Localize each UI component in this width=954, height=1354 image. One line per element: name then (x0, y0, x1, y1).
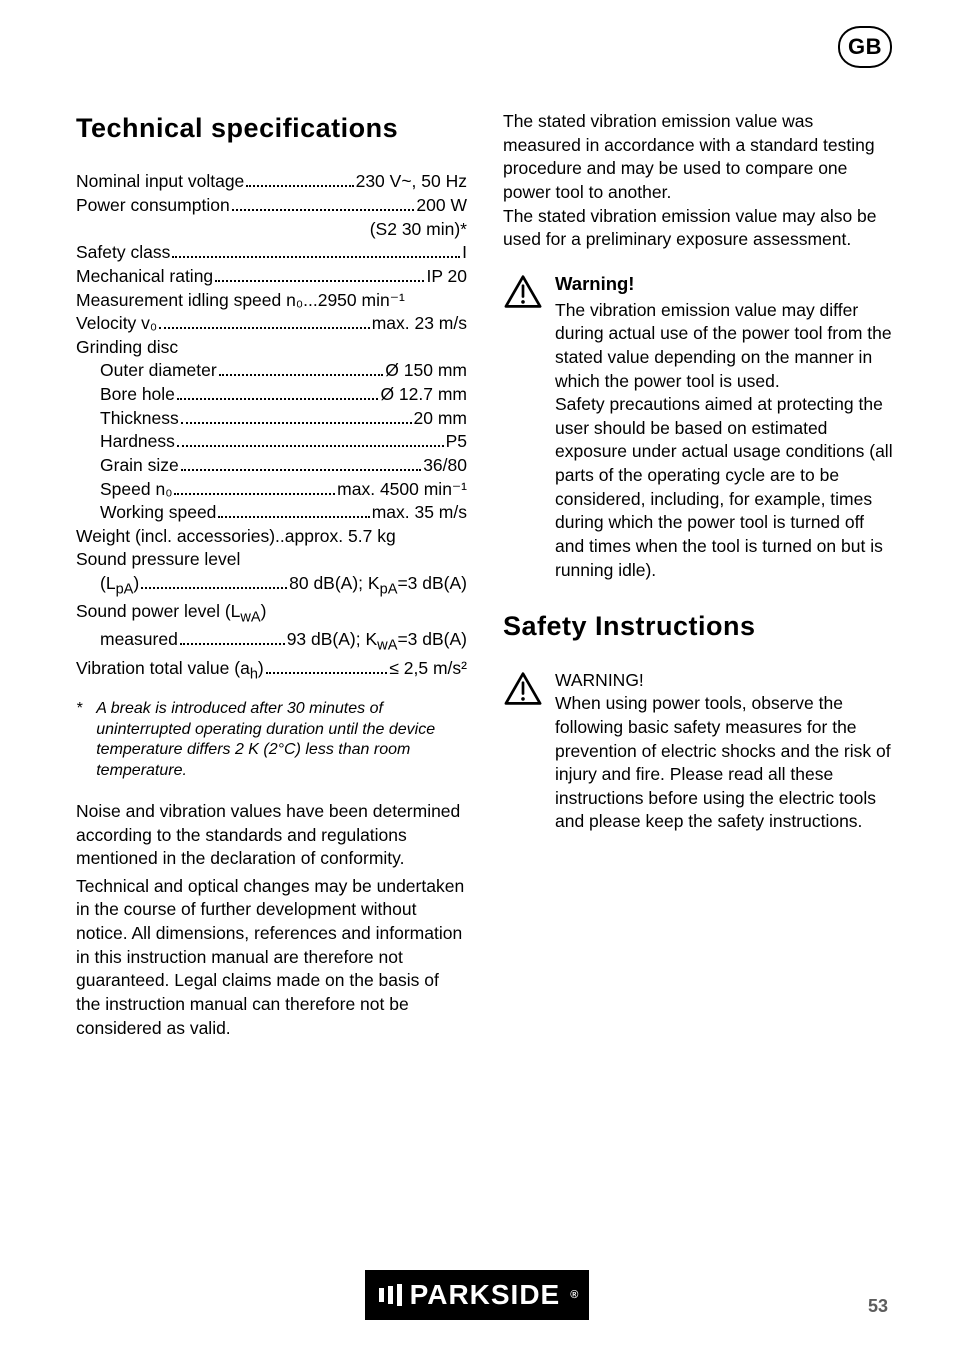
footnote-text: A break is introduced after 30 minutes o… (96, 699, 467, 782)
footnote: * A break is introduced after 30 minutes… (76, 699, 467, 782)
spec-row: Outer diameterØ 150 mm (76, 359, 467, 383)
warning-block-2: WARNING! When using power tools, observe… (503, 669, 894, 834)
warning-body-2: When using power tools, observe the foll… (555, 692, 894, 834)
spec-row: Mechanical ratingIP 20 (76, 265, 467, 289)
spec-row: Nominal input voltage230 V~, 50 Hz (76, 170, 467, 194)
spec-row: Power consumption200 W (76, 194, 467, 218)
spec-row: Working speedmax. 35 m/s (76, 501, 467, 525)
para-changes: Technical and optical changes may be und… (76, 875, 467, 1040)
warning-title-1: Warning! (555, 272, 894, 297)
logo-stripes-icon (379, 1284, 402, 1306)
warning-title-2: WARNING! (555, 669, 894, 693)
right-column: The stated vibration emission value was … (503, 110, 894, 1040)
spec-row: Speed n₀max. 4500 min⁻¹ (76, 478, 467, 502)
spec-row: Measurement idling speed n₀... 2950 min⁻… (76, 289, 467, 313)
para-noise: Noise and vibration values have been det… (76, 800, 467, 871)
spec-row: Velocity v₀max. 23 m/s (76, 312, 467, 336)
spec-spwl-measured: measured 93 dB(A); KwA=3 dB(A) (76, 628, 467, 656)
warning-body-1: The vibration emission value may differ … (555, 299, 894, 583)
page-number: 53 (868, 1294, 888, 1318)
intro-para: The stated vibration emission value was … (503, 110, 894, 252)
spec-row: Grinding disc (76, 336, 467, 360)
heading-safety: Safety Instructions (503, 608, 894, 644)
region-badge: GB (838, 26, 892, 68)
footnote-mark: * (76, 699, 82, 782)
footer-logo: PARKSIDE ® (0, 1270, 954, 1320)
spec-row: Safety classI (76, 241, 467, 265)
warning-icon (503, 671, 543, 707)
spec-row: HardnessP5 (76, 430, 467, 454)
spec-row: Thickness20 mm (76, 407, 467, 431)
warning-icon (503, 274, 543, 310)
spec-row: Sound pressure level (76, 548, 467, 572)
heading-tech-specs: Technical specifications (76, 110, 467, 146)
left-column: Technical specifications Nominal input v… (76, 110, 467, 1040)
two-column-layout: Technical specifications Nominal input v… (76, 110, 894, 1040)
logo-registered: ® (570, 1288, 579, 1303)
spec-row: Weight (incl. accessories).. approx. 5.7… (76, 525, 467, 549)
spec-list: Nominal input voltage230 V~, 50 HzPower … (76, 170, 467, 572)
logo-text: PARKSIDE (410, 1276, 561, 1314)
spec-spl: (LpA) 80 dB(A); KpA=3 dB(A) (76, 572, 467, 600)
spec-row: Bore holeØ 12.7 mm (76, 383, 467, 407)
warning-block-1: Warning! The vibration emission value ma… (503, 272, 894, 582)
spec-vibration: Vibration total value (ah) ≤ 2,5 m/s² (76, 657, 467, 685)
spec-spwl-label: Sound power level (LwA) (76, 600, 467, 628)
spec-row: (S2 30 min)* (76, 218, 467, 242)
spec-row: Grain size36/80 (76, 454, 467, 478)
